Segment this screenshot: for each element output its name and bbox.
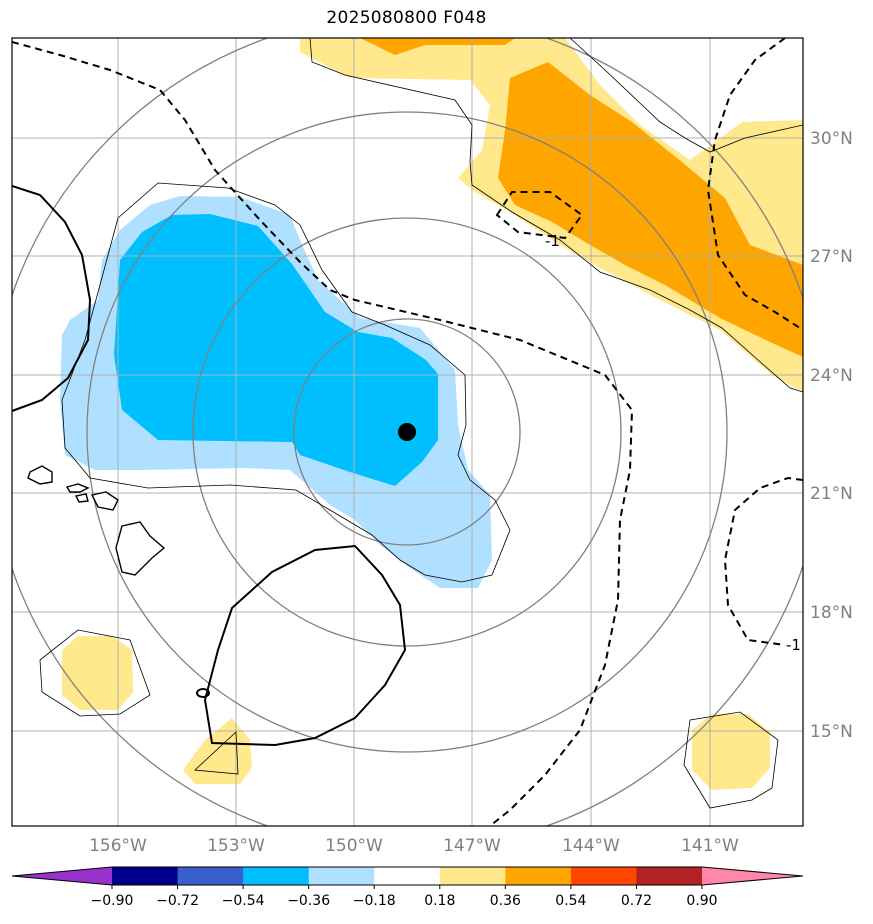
colorbar-segment bbox=[374, 867, 441, 885]
island-big-island bbox=[115, 521, 166, 576]
island-kauai bbox=[27, 465, 53, 485]
lat-tick-label: 21°N bbox=[810, 484, 853, 504]
lon-tick-label: 144°W bbox=[562, 836, 620, 856]
hawaii-islands bbox=[27, 465, 166, 576]
range-rings bbox=[12, 38, 803, 826]
lat-tick-label: 18°N bbox=[810, 603, 853, 623]
colorbar-tick-label: −0.36 bbox=[287, 893, 330, 909]
colorbar-extend-max bbox=[702, 867, 803, 885]
dashed-contours bbox=[12, 38, 803, 826]
colorbar-tick-label: −0.54 bbox=[222, 893, 265, 909]
lat-tick-label: 15°N bbox=[810, 722, 853, 742]
island-oahu bbox=[65, 483, 90, 493]
colorbar-tick-label: −0.90 bbox=[91, 893, 134, 909]
lon-tick-label: 141°W bbox=[681, 836, 739, 856]
colorbar-segment bbox=[177, 867, 244, 885]
lat-tick-label: 30°N bbox=[810, 129, 853, 149]
light-yellow-shade-south bbox=[183, 718, 252, 784]
colorbar-segment bbox=[243, 867, 310, 885]
thin-contours bbox=[39, 38, 803, 809]
lat-tick-label: 24°N bbox=[810, 366, 853, 386]
colorbar-tick-label: −0.72 bbox=[156, 893, 199, 909]
colorbar-tick-label: 0.36 bbox=[490, 893, 521, 909]
latitude-labels: 30°N 27°N 24°N 21°N 18°N 15°N bbox=[810, 129, 853, 742]
colorbar-segment bbox=[570, 867, 637, 885]
map-frame bbox=[11, 37, 804, 827]
map-title: 2025080800 F048 bbox=[326, 8, 487, 28]
colorbar-tick-label: 0.90 bbox=[686, 893, 717, 909]
orange-shade-north bbox=[360, 38, 515, 55]
orange-shade-east bbox=[498, 62, 803, 357]
colorbar: −0.90 −0.72 −0.54 −0.36 −0.18 0.18 0.36 0.54 0.7… bbox=[11, 866, 804, 909]
map-area bbox=[12, 38, 803, 826]
lon-tick-label: 156°W bbox=[89, 836, 147, 856]
lon-tick-label: 150°W bbox=[325, 836, 383, 856]
colorbar-segment bbox=[439, 867, 506, 885]
lat-tick-label: 27°N bbox=[810, 247, 853, 267]
colorbar-tick-label: −0.18 bbox=[353, 893, 396, 909]
blue-shade bbox=[114, 214, 438, 486]
storm-center-dot bbox=[398, 423, 416, 441]
contour-label: -1 bbox=[545, 232, 560, 250]
negative-anomaly-region bbox=[60, 196, 492, 588]
colorbar-tick-label: 0.18 bbox=[424, 893, 455, 909]
colorbar-segment bbox=[112, 867, 179, 885]
contour-label: -1 bbox=[786, 636, 801, 654]
lon-tick-label: 147°W bbox=[443, 836, 501, 856]
island-molokai bbox=[74, 493, 89, 503]
colorbar-segment bbox=[505, 867, 572, 885]
solid-contours bbox=[12, 185, 407, 747]
colorbar-segment bbox=[636, 867, 703, 885]
island-maui bbox=[90, 491, 119, 511]
colorbar-tick-label: 0.72 bbox=[621, 893, 652, 909]
light-yellow-shade-se bbox=[692, 714, 770, 790]
colorbar-segment bbox=[308, 867, 375, 885]
lon-tick-label: 153°W bbox=[207, 836, 265, 856]
colorbar-tick-label: 0.54 bbox=[555, 893, 586, 909]
longitude-labels: 156°W 153°W 150°W 147°W 144°W 141°W bbox=[89, 836, 739, 856]
colorbar-extend-min bbox=[12, 867, 112, 885]
light-yellow-shade-sw bbox=[62, 636, 133, 710]
